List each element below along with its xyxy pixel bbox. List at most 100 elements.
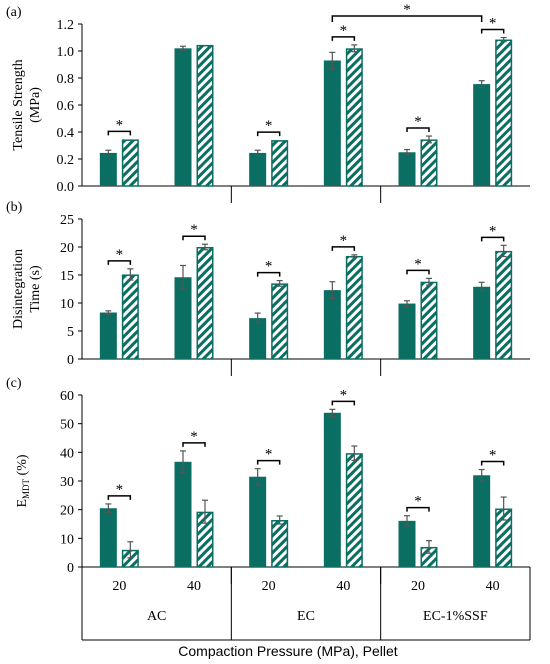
bar-solid [473,84,491,186]
y-tick-label: 0 [67,561,74,576]
bar-solid [99,152,117,186]
x-axis-title: Compaction Pressure (MPa), Pellet [178,643,398,659]
significance-marker: * [190,429,198,445]
significance-marker: * [489,223,497,239]
bar-solid [398,303,416,359]
y-axis-label: Disintegration [11,249,26,329]
x-tick-label: 40 [486,579,500,594]
panel-label: (c) [6,376,22,391]
significance-marker: * [403,2,411,18]
significance-marker: * [414,494,422,510]
significance-bracket [480,28,505,34]
y-tick-label: 0.2 [57,153,75,168]
y-tick-label: 5 [67,325,74,340]
y-tick-label: 0.6 [57,99,75,114]
y-tick-label: 1.2 [57,18,75,33]
y-tick-label: 30 [60,475,74,490]
bar-solid [174,48,192,186]
chart-panel: (b) 0 5 10 15 20 25 Disintegration Time (s) * * * * *… [6,200,530,376]
pellet-label: EC-1%SSF [423,609,488,624]
x-tick-label: 20 [262,579,276,594]
bar-hatched [121,139,139,187]
y-tick-label: 0.8 [57,72,75,87]
bar-hatched [420,139,438,187]
y-tick-label: 0 [67,353,74,368]
y-tick-label: 20 [60,241,74,256]
chart-panel: (a) 0.0 0.2 0.4 0.6 0.8 1.0 1.2 Tensile Strength… [6,2,530,203]
y-axis-label: EMDT (%) [15,454,31,507]
significance-marker: * [265,447,273,463]
significance-marker: * [116,247,124,263]
y-tick-label: 40 [60,446,74,461]
pellet-label: EC [297,609,315,624]
bar-solid [249,152,267,186]
significance-bracket [331,15,483,22]
bar-solid [473,286,491,359]
significance-marker: * [489,16,497,32]
significance-bracket [256,459,281,465]
x-tick-label: 20 [112,579,126,594]
bar-solid [323,60,341,187]
bar-solid [398,152,416,186]
significance-bracket [107,260,132,265]
significance-bracket [256,131,281,137]
significance-bracket [406,269,430,275]
significance-marker: * [265,118,273,134]
y-tick-label: 50 [60,418,74,433]
significance-bracket [256,271,281,277]
bar-solid [249,318,267,359]
bar-hatched [345,453,363,568]
significance-bracket [182,442,206,447]
bar-hatched [345,48,363,187]
bar-solid [323,290,341,359]
bar-solid [174,461,192,567]
y-tick-label: 0.0 [57,180,75,195]
y-axis-label: (MPa) [28,87,43,123]
significance-marker: * [265,259,273,275]
significance-marker: * [116,482,124,498]
significance-bracket [331,246,356,251]
chart-panels: (a) 0.0 0.2 0.4 0.6 0.8 1.0 1.2 Tensile Strength… [6,2,530,584]
y-tick-label: 0.4 [57,126,75,141]
significance-bracket [406,506,430,512]
y-tick-label: 1.0 [57,45,75,60]
bar-hatched [196,44,214,187]
bar-solid [249,476,267,567]
bar-hatched [495,250,513,360]
significance-bracket [480,460,505,466]
significance-bracket [107,495,132,500]
x-tick-label: 40 [336,579,350,594]
bar-solid [473,475,491,567]
significance-bracket [480,236,505,242]
x-axis-category-table: 20 40 20 40 20 40 AC EC EC-1%SSF Compact… [81,567,531,659]
bar-solid [99,312,117,359]
pellet-label: AC [147,609,166,624]
bar-hatched [271,140,289,187]
bar-hatched [345,255,363,360]
significance-marker: * [340,387,348,403]
bar-hatched [420,281,438,360]
significance-bracket [331,36,356,41]
x-tick-label: 20 [411,579,425,594]
significance-marker: * [414,256,422,272]
significance-bracket [107,130,132,136]
bar-hatched [196,247,214,360]
significance-marker: * [340,233,348,249]
bar-solid [174,277,192,359]
bar-hatched [121,274,139,360]
bar-hatched [271,283,289,360]
significance-marker: * [340,23,348,39]
panel-label: (a) [6,5,22,20]
x-tick-label: 40 [187,579,201,594]
significance-bracket [331,400,356,406]
y-tick-label: 20 [60,504,74,519]
bar-hatched [271,519,289,568]
significance-marker: * [489,448,497,464]
y-tick-label: 25 [60,213,74,228]
chart-panel: (c) 0 10 20 30 40 50 60 EMDT (%) * * * * * * [6,376,530,584]
bar-solid [323,412,341,567]
y-tick-label: 10 [60,532,74,547]
bar-solid [99,508,117,567]
y-tick-label: 10 [60,297,74,312]
